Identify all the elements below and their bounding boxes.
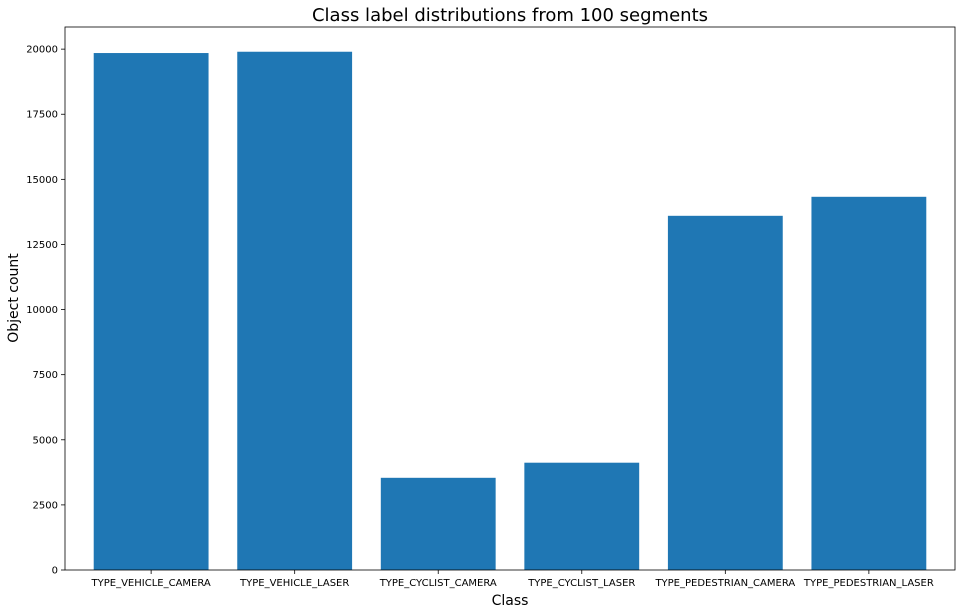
- x-axis-ticks: TYPE_VEHICLE_CAMERA TYPE_VEHICLE_LASER TYP…: [91, 570, 934, 589]
- bars-group: [93, 51, 927, 571]
- x-tick-label: TYPE_CYCLIST_CAMERA: [379, 578, 497, 589]
- y-tick-label: 20000: [26, 45, 58, 56]
- plot-area-frame: [64, 26, 956, 571]
- y-axis-label: Object count: [6, 253, 22, 343]
- x-tick-label: TYPE_VEHICLE_LASER: [239, 578, 349, 589]
- y-tick-label: 0: [52, 566, 58, 577]
- y-tick-label: 10000: [26, 305, 58, 316]
- chart-title: Class label distributions from 100 segme…: [312, 5, 708, 26]
- bar-type-cyclist-laser: [524, 462, 640, 570]
- bar-type-cyclist-camera: [380, 477, 496, 570]
- y-tick-label: 12500: [26, 240, 58, 251]
- bar-type-vehicle-laser: [237, 51, 353, 570]
- bar-type-pedestrian-laser: [811, 196, 927, 570]
- y-axis-ticks: 0 2500 5000 7500 10000 12500 15000 17500 20000: [26, 45, 65, 577]
- bar-type-pedestrian-camera: [667, 215, 783, 571]
- x-tick-label: TYPE_CYCLIST_LASER: [527, 578, 635, 589]
- x-tick-label: TYPE_PEDESTRIAN_LASER: [803, 578, 934, 589]
- y-tick-label: 17500: [26, 110, 58, 121]
- x-tick-label: TYPE_VEHICLE_CAMERA: [91, 578, 211, 589]
- x-tick-label: TYPE_PEDESTRIAN_CAMERA: [654, 578, 795, 589]
- y-tick-label: 2500: [33, 500, 58, 511]
- y-tick-label: 5000: [33, 435, 58, 446]
- y-tick-label: 7500: [33, 370, 58, 381]
- bar-type-vehicle-camera: [93, 53, 209, 571]
- y-tick-label: 15000: [26, 175, 58, 186]
- x-axis-label: Class: [492, 593, 529, 609]
